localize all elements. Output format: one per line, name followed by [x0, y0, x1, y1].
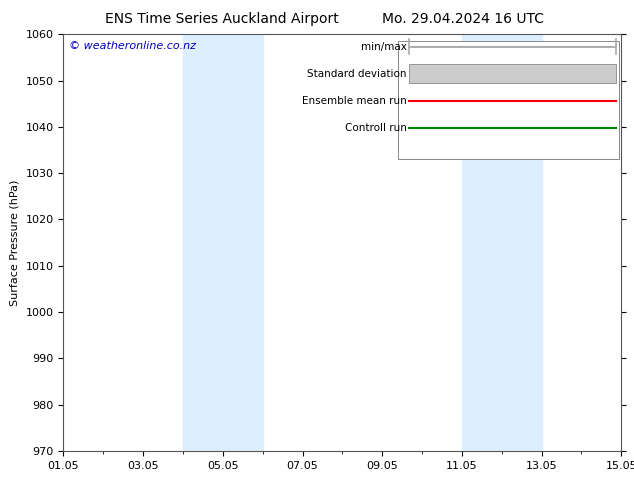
Text: min/max: min/max — [361, 42, 406, 52]
Bar — [183, 34, 262, 451]
Text: Mo. 29.04.2024 16 UTC: Mo. 29.04.2024 16 UTC — [382, 12, 544, 26]
Text: Standard deviation: Standard deviation — [307, 69, 406, 79]
Text: Ensemble mean run: Ensemble mean run — [302, 96, 406, 106]
Bar — [410, 65, 616, 83]
Bar — [462, 34, 541, 451]
Text: © weatheronline.co.nz: © weatheronline.co.nz — [69, 41, 196, 50]
Text: ENS Time Series Auckland Airport: ENS Time Series Auckland Airport — [105, 12, 339, 26]
Y-axis label: Surface Pressure (hPa): Surface Pressure (hPa) — [10, 179, 20, 306]
FancyBboxPatch shape — [398, 41, 619, 159]
Text: Controll run: Controll run — [345, 123, 406, 133]
